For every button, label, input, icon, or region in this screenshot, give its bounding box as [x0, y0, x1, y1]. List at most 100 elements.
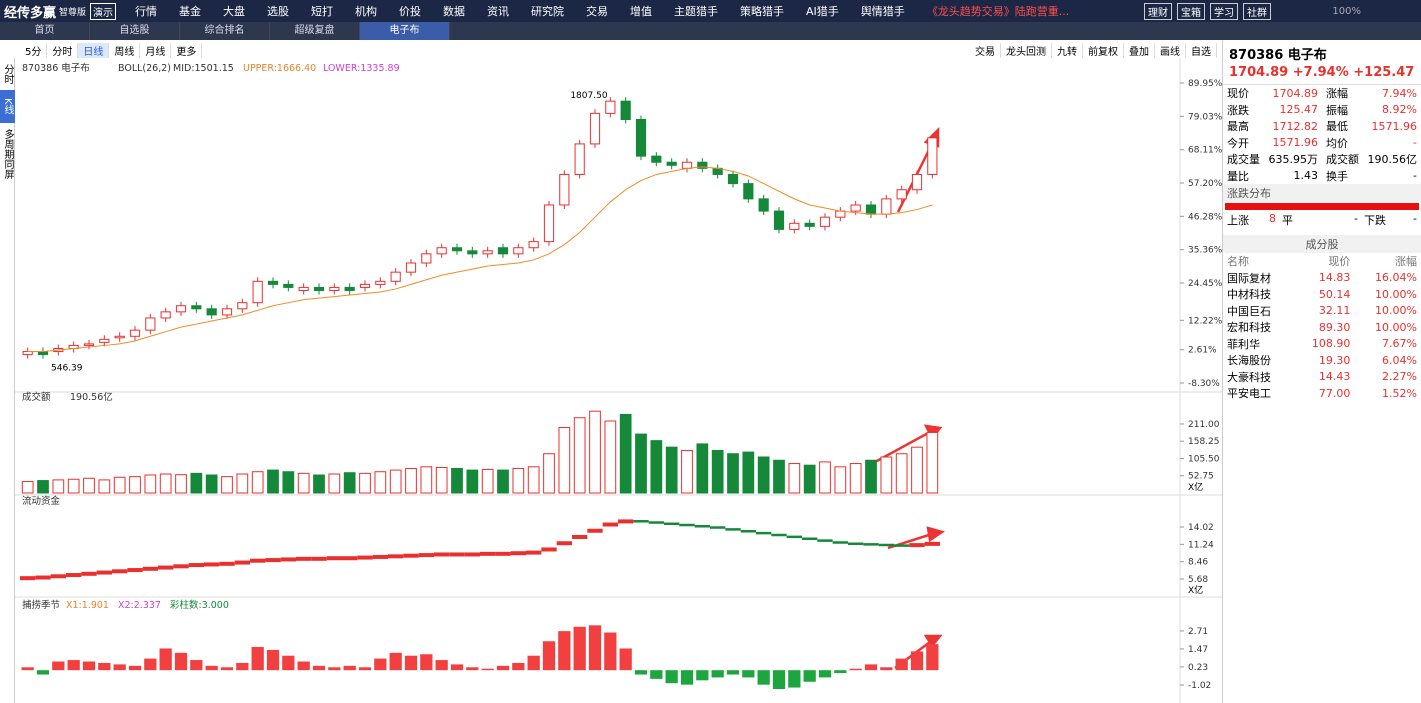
- menu-item[interactable]: 策略猎手: [740, 5, 785, 18]
- menu-item[interactable]: 数据: [443, 5, 466, 18]
- volume-bar: [573, 417, 586, 494]
- panel-label: 流动资金: [22, 495, 61, 507]
- component-cell: 16.04%: [1375, 271, 1417, 285]
- menu-button[interactable]: 学习: [1210, 2, 1238, 20]
- fund-step: [556, 541, 572, 546]
- tab[interactable]: 电子布: [360, 22, 450, 40]
- season-bar: [312, 665, 326, 671]
- menu-item[interactable]: 价投: [399, 5, 422, 18]
- menu-item[interactable]: 大盘: [223, 5, 246, 18]
- menu-button[interactable]: 宝箱: [1177, 2, 1205, 20]
- candle: [175, 305, 187, 313]
- side-tab[interactable]: K线: [0, 90, 15, 123]
- tool[interactable]: 前复权: [1083, 42, 1124, 58]
- side-tab[interactable]: 分时: [2, 64, 13, 84]
- section-title: 涨跌分布: [1223, 184, 1421, 202]
- fund-step: [510, 551, 526, 556]
- menu-item[interactable]: 选股: [267, 5, 290, 18]
- tab[interactable]: 超级复盘: [270, 22, 360, 40]
- menu-item[interactable]: 短打: [311, 5, 334, 18]
- candle: [237, 302, 248, 310]
- menu-item[interactable]: 机构: [355, 5, 378, 18]
- season-bar: [205, 665, 218, 671]
- fund-step: [403, 553, 419, 558]
- component-cell: 长海股份: [1227, 354, 1271, 368]
- down-label: 下跌: [1363, 214, 1386, 227]
- unit: X亿: [1188, 481, 1203, 493]
- fund-step: [848, 542, 864, 545]
- menu-item[interactable]: 增值: [630, 5, 653, 18]
- season-bar: [711, 670, 724, 678]
- menu-item[interactable]: 基金: [179, 5, 202, 18]
- candle: [605, 100, 616, 114]
- menu-item[interactable]: 《龙头趋势交易》陆跑营重...: [926, 5, 1070, 18]
- quote-value: 190.56亿: [1367, 153, 1418, 167]
- tab[interactable]: 综合排名: [180, 22, 270, 40]
- season-bar: [742, 670, 755, 678]
- component-row: 长海股份 19.30 6.04%: [1223, 352, 1421, 369]
- season-bar: [113, 664, 126, 671]
- tool[interactable]: 叠加: [1124, 42, 1155, 58]
- fund-step: [495, 551, 511, 556]
- period[interactable]: 日线: [78, 42, 110, 58]
- candle: [528, 241, 539, 249]
- volume-bar: [880, 456, 893, 494]
- fund-step: [602, 522, 618, 527]
- menu-item[interactable]: 研究院: [531, 5, 565, 18]
- y-tick-label: 5.68: [1188, 575, 1208, 585]
- season-bar: [849, 668, 862, 671]
- candle: [758, 198, 769, 212]
- flat: -: [1354, 212, 1358, 225]
- menu-item[interactable]: 主题猎手: [674, 5, 719, 18]
- change-pct: +7.94%: [1292, 65, 1349, 80]
- season-bar: [297, 661, 310, 671]
- tool[interactable]: 自选: [1186, 42, 1217, 58]
- season-bar: [757, 670, 770, 685]
- fund-step: [388, 554, 404, 559]
- header-cell: 涨幅: [1395, 255, 1417, 269]
- volume-bar: [865, 459, 877, 494]
- period[interactable]: 周线: [109, 42, 141, 58]
- menu-item[interactable]: 交易: [586, 5, 609, 18]
- menu-button[interactable]: 社群: [1243, 2, 1271, 20]
- tool[interactable]: 龙头回测: [1001, 42, 1052, 58]
- fund-step: [173, 564, 189, 569]
- menu-item[interactable]: 行情: [135, 5, 158, 18]
- menu-item[interactable]: 资讯: [487, 5, 510, 18]
- menu-item[interactable]: AI猎手: [806, 5, 839, 18]
- period[interactable]: 更多: [171, 42, 203, 58]
- tool[interactable]: 画线: [1155, 42, 1186, 58]
- candle: [160, 311, 171, 319]
- candle: [267, 280, 279, 285]
- tab[interactable]: 自选股: [90, 22, 180, 40]
- mid-line: [27, 166, 933, 353]
- distribution-bar: [1225, 203, 1419, 210]
- menu-button[interactable]: 理财: [1144, 2, 1172, 20]
- component-cell: 50.14: [1318, 287, 1351, 301]
- candle: [589, 112, 601, 145]
- fund-step: [449, 552, 465, 557]
- period[interactable]: 月线: [140, 42, 172, 58]
- fund-step: [112, 569, 128, 574]
- quote-value: 8.92%: [1382, 103, 1417, 117]
- toolbar: 5分 分时 日线 周线 月线 更多 交易 龙头回测 九转 前复权 叠加 画线 自选: [15, 42, 1222, 58]
- menu-item[interactable]: 舆情猎手: [860, 5, 905, 18]
- period[interactable]: 5分: [20, 42, 48, 58]
- fund-step: [894, 544, 910, 547]
- candle: [313, 286, 325, 291]
- panel-label: 190.56亿: [70, 391, 113, 403]
- side-tab[interactable]: 多周期同屏: [2, 128, 13, 179]
- volume-bar: [328, 473, 341, 494]
- tab[interactable]: 首页: [0, 22, 90, 40]
- season-bar: [328, 667, 341, 671]
- candle: [436, 247, 447, 255]
- season-bar: [481, 668, 494, 671]
- tool[interactable]: 交易: [970, 42, 1001, 58]
- component-cell: 中材科技: [1227, 288, 1271, 302]
- demo[interactable]: 演示: [90, 2, 117, 20]
- season-bar: [680, 670, 694, 685]
- fund-step: [158, 565, 174, 570]
- quote-value: 1571.96: [1272, 136, 1318, 150]
- period[interactable]: 分时: [47, 42, 79, 58]
- tool[interactable]: 九转: [1052, 42, 1083, 58]
